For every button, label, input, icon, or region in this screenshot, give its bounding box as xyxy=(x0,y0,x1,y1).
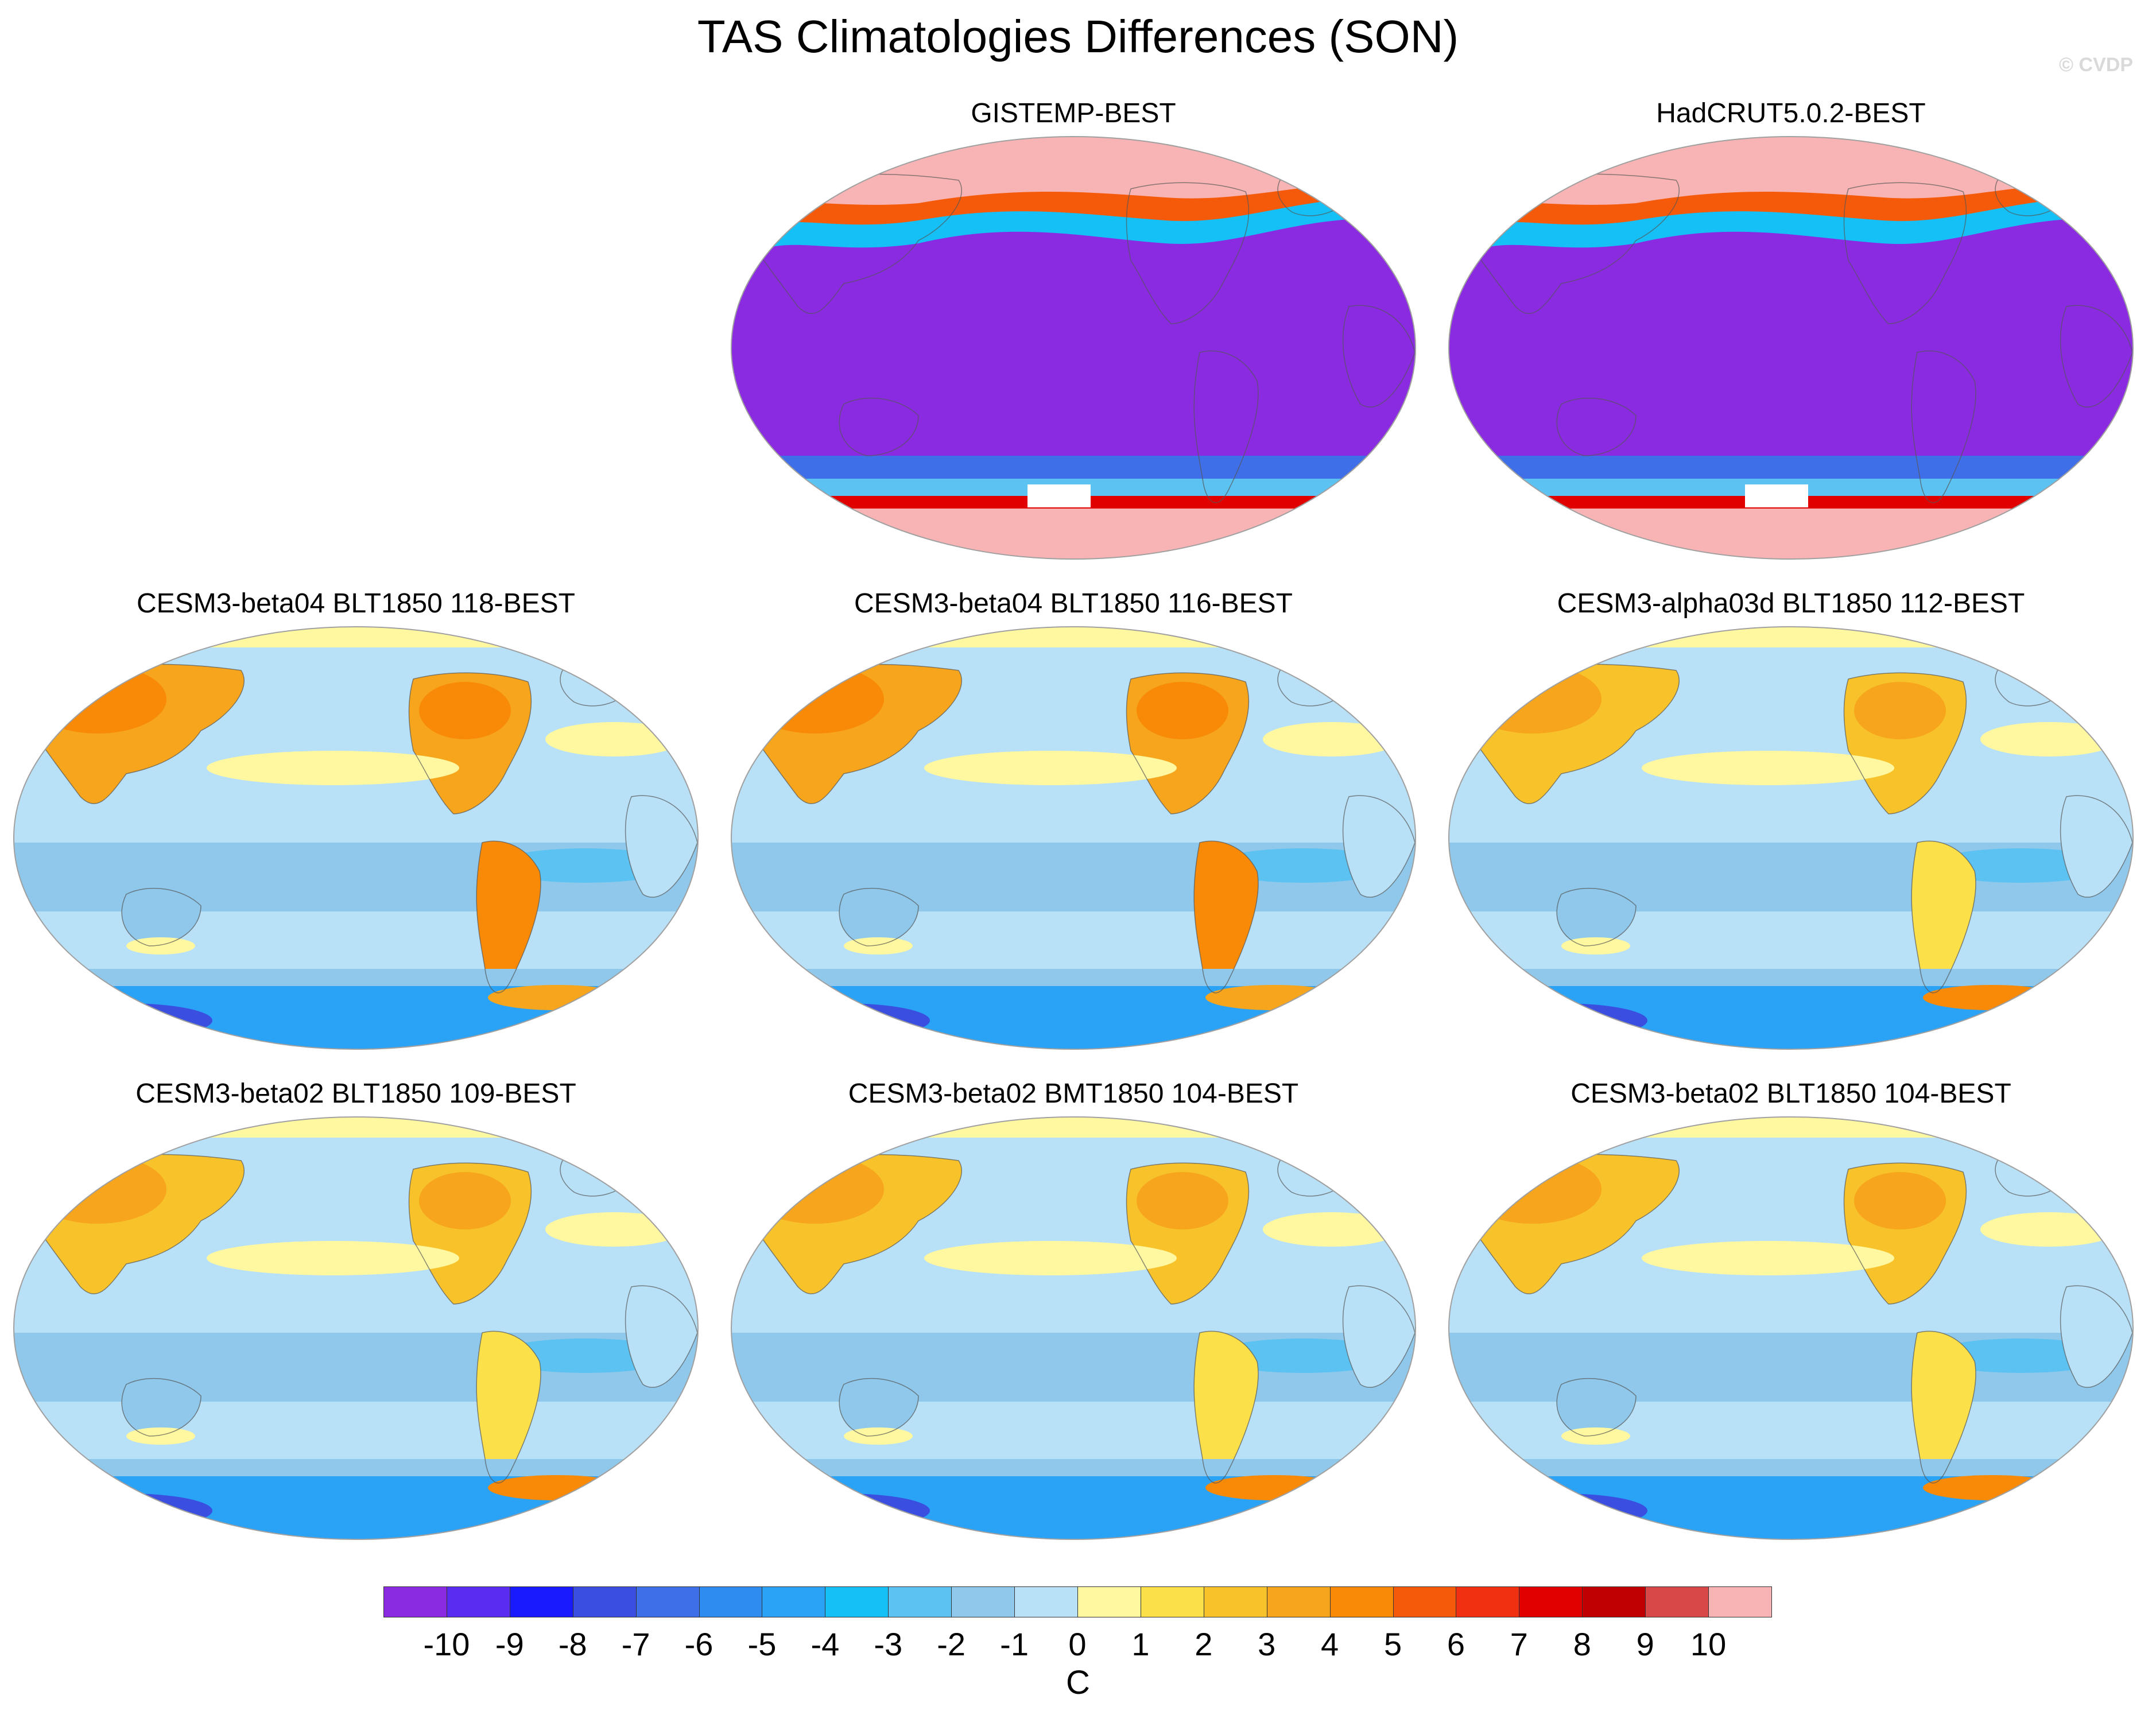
colorbar-tick-label: -4 xyxy=(811,1626,840,1662)
map-panel-beta02-blt-104: CESM3-beta02 BLT1850 104-BEST xyxy=(1435,1078,2147,1560)
colorbar-box xyxy=(383,1586,447,1617)
map-gistemp xyxy=(731,136,1416,560)
map-panel-gistemp: GISTEMP-BEST xyxy=(718,98,1429,580)
panel-title: CESM3-beta04 BLT1850 118-BEST xyxy=(137,588,575,619)
panel-title: CESM3-beta02 BLT1850 109-BEST xyxy=(135,1078,576,1109)
colorbar-box xyxy=(1140,1586,1204,1617)
colorbar-tick-label: 10 xyxy=(1690,1626,1727,1662)
colorbar-box xyxy=(1014,1586,1078,1617)
colorbar-box xyxy=(888,1586,952,1617)
colorbar-tick-label: 9 xyxy=(1636,1626,1654,1662)
colorbar-tick-label: 8 xyxy=(1573,1626,1591,1662)
colorbar-tick-label: -7 xyxy=(621,1626,650,1662)
panel-title: CESM3-beta04 BLT1850 116-BEST xyxy=(854,588,1293,619)
map-panel-alpha03d-112: CESM3-alpha03d BLT1850 112-BEST xyxy=(1435,588,2147,1070)
colorbar-tick-label: 0 xyxy=(1068,1626,1087,1662)
panel-title: GISTEMP-BEST xyxy=(971,98,1176,129)
map-hadcrut xyxy=(1448,136,2134,560)
map-beta04-118 xyxy=(13,626,699,1050)
colorbar-tick-label: 1 xyxy=(1131,1626,1150,1662)
colorbar-box xyxy=(1708,1586,1772,1617)
map-beta02-bmt-104 xyxy=(731,1116,1416,1540)
colorbar-tick-label: -6 xyxy=(684,1626,714,1662)
colorbar-box xyxy=(1582,1586,1646,1617)
colorbar xyxy=(383,1586,1772,1619)
map-beta02-blt-109 xyxy=(13,1116,699,1540)
colorbar-tick-label: 6 xyxy=(1447,1626,1465,1662)
colorbar-tick-label: 7 xyxy=(1510,1626,1528,1662)
copyright-label: © CVDP xyxy=(2059,54,2133,76)
colorbar-tick-label: -3 xyxy=(874,1626,903,1662)
panel-title: CESM3-alpha03d BLT1850 112-BEST xyxy=(1557,588,2025,619)
colorbar-box xyxy=(1645,1586,1709,1617)
map-panel-beta04-116: CESM3-beta04 BLT1850 116-BEST xyxy=(718,588,1429,1070)
colorbar-box xyxy=(1266,1586,1331,1617)
colorbar-box xyxy=(1519,1586,1583,1617)
map-panel-beta02-bmt-104: CESM3-beta02 BMT1850 104-BEST xyxy=(718,1078,1429,1560)
colorbar-tick-label: -5 xyxy=(747,1626,777,1662)
map-alpha03d-112 xyxy=(1448,626,2134,1050)
colorbar-box xyxy=(509,1586,573,1617)
colorbar-box xyxy=(699,1586,763,1617)
colorbar-tick-label: -9 xyxy=(495,1626,524,1662)
colorbar-box xyxy=(1456,1586,1520,1617)
map-beta04-116 xyxy=(731,626,1416,1050)
colorbar-tick-label: 5 xyxy=(1383,1626,1402,1662)
map-panel-beta04-118: CESM3-beta04 BLT1850 118-BEST xyxy=(0,588,712,1070)
colorbar-unit: C xyxy=(1066,1664,1090,1701)
colorbar-box xyxy=(635,1586,700,1617)
panel-title: HadCRUT5.0.2-BEST xyxy=(1656,98,1926,129)
panel-title: CESM3-beta02 BMT1850 104-BEST xyxy=(848,1078,1299,1109)
colorbar-tick-label: 4 xyxy=(1321,1626,1339,1662)
colorbar-box xyxy=(825,1586,889,1617)
colorbar-tick-label: -10 xyxy=(423,1626,470,1662)
colorbar-box xyxy=(762,1586,826,1617)
colorbar-box xyxy=(1393,1586,1457,1617)
colorbar-box xyxy=(1203,1586,1267,1617)
map-beta02-blt-104 xyxy=(1448,1116,2134,1540)
colorbar-tick-label: -8 xyxy=(558,1626,587,1662)
colorbar-box xyxy=(1077,1586,1141,1617)
colorbar-box xyxy=(1329,1586,1394,1617)
panel-title: CESM3-beta02 BLT1850 104-BEST xyxy=(1571,1078,2011,1109)
colorbar-tick-label: -1 xyxy=(1000,1626,1029,1662)
map-panel-beta02-blt-109: CESM3-beta02 BLT1850 109-BEST xyxy=(0,1078,712,1560)
colorbar-tick-label: -2 xyxy=(937,1626,966,1662)
colorbar-tick-label: 2 xyxy=(1195,1626,1213,1662)
map-panel-hadcrut: HadCRUT5.0.2-BEST xyxy=(1435,98,2147,580)
figure-title: TAS Climatologies Differences (SON) xyxy=(697,11,1459,62)
colorbar-tick-label: 3 xyxy=(1258,1626,1276,1662)
colorbar-box xyxy=(951,1586,1015,1617)
colorbar-box xyxy=(446,1586,510,1617)
colorbar-box xyxy=(572,1586,637,1617)
